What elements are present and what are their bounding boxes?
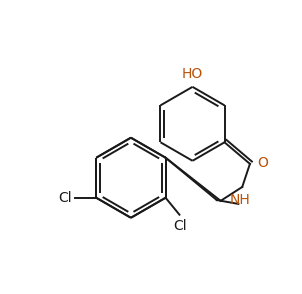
Text: Cl: Cl xyxy=(59,191,72,205)
Text: O: O xyxy=(257,156,268,170)
Text: Cl: Cl xyxy=(173,218,187,233)
Text: HO: HO xyxy=(182,67,203,81)
Text: NH: NH xyxy=(230,193,250,207)
